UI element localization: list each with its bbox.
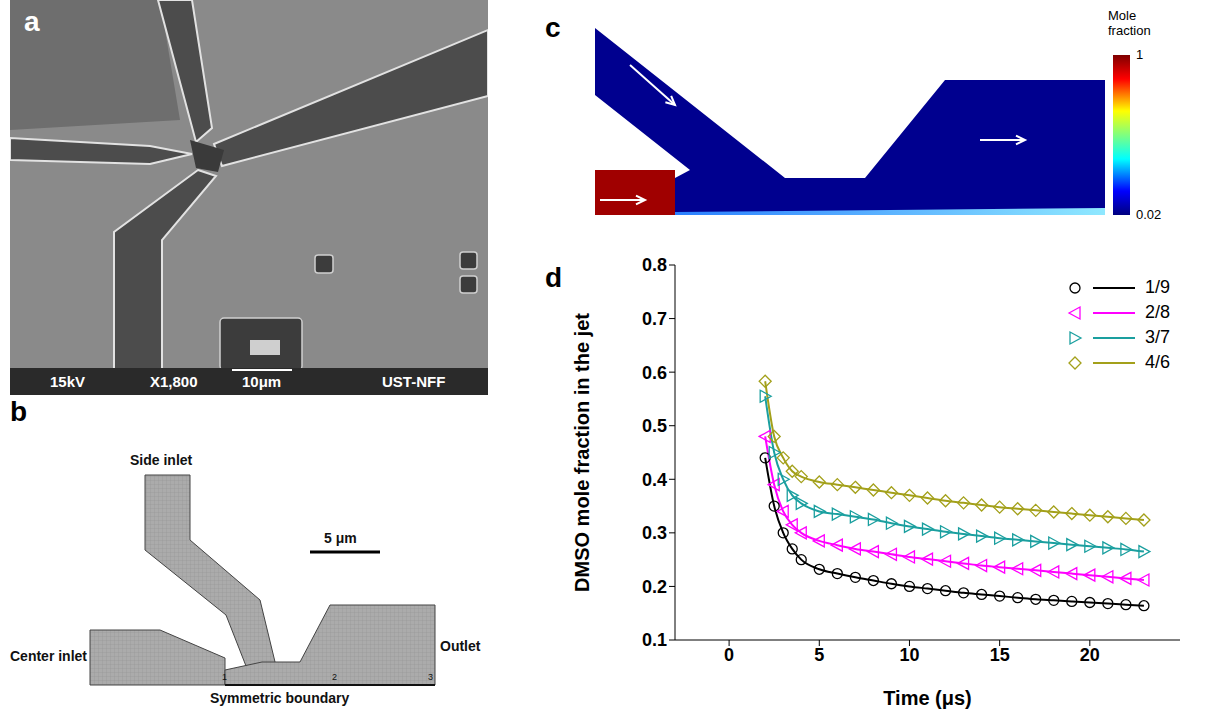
svg-text:DMSO mole fraction in the jet: DMSO mole fraction in the jet: [571, 313, 593, 592]
html-text:3/7: 3/7: [1145, 327, 1170, 347]
html-text:a: a: [24, 6, 40, 37]
svg-text:5: 5: [814, 645, 824, 665]
svg-text:0.2: 0.2: [642, 577, 667, 597]
html-text:X1,800: X1,800: [150, 373, 198, 390]
html-text:Symmetric boundary: Symmetric boundary: [210, 690, 350, 706]
html-text:c: c: [545, 12, 561, 43]
svg-text:Time (μs): Time (μs): [883, 687, 972, 709]
html-text:1: 1: [222, 672, 227, 682]
svg-text:0: 0: [724, 645, 734, 665]
svg-text:0.6: 0.6: [642, 363, 667, 383]
html-text:Mole fraction: Mole fraction: [1108, 8, 1151, 38]
html-text:4/6: 4/6: [1145, 352, 1170, 372]
html-text:2: 2: [332, 672, 337, 682]
html-text:d: d: [545, 262, 563, 293]
svg-text:10: 10: [899, 645, 919, 665]
svg-text:15: 15: [990, 645, 1010, 665]
html-text:15kV: 15kV: [50, 373, 85, 390]
html-text:Outlet: Outlet: [440, 638, 481, 654]
svg-text:0.1: 0.1: [642, 630, 667, 650]
html-text:b: b: [10, 396, 28, 427]
svg-text:20: 20: [1080, 645, 1100, 665]
html-text:10μm: 10μm: [242, 373, 282, 390]
html-text:0.02: 0.02: [1136, 207, 1162, 222]
html-text:UST-NFF: UST-NFF: [382, 373, 446, 390]
html-text:1/9: 1/9: [1145, 277, 1170, 297]
html-text:2/8: 2/8: [1145, 302, 1170, 322]
svg-text:0.4: 0.4: [642, 470, 667, 490]
svg-text:0.8: 0.8: [642, 255, 667, 275]
svg-text:0.7: 0.7: [642, 309, 667, 329]
html-text:Side inlet: Side inlet: [130, 452, 193, 468]
html-text:Center inlet: Center inlet: [10, 648, 87, 664]
svg-text:0.5: 0.5: [642, 416, 667, 436]
html-text:5 μm: 5 μm: [324, 530, 357, 546]
svg-text:0.3: 0.3: [642, 523, 667, 543]
html-text:1: 1: [1136, 47, 1144, 62]
html-text:3: 3: [428, 672, 433, 682]
